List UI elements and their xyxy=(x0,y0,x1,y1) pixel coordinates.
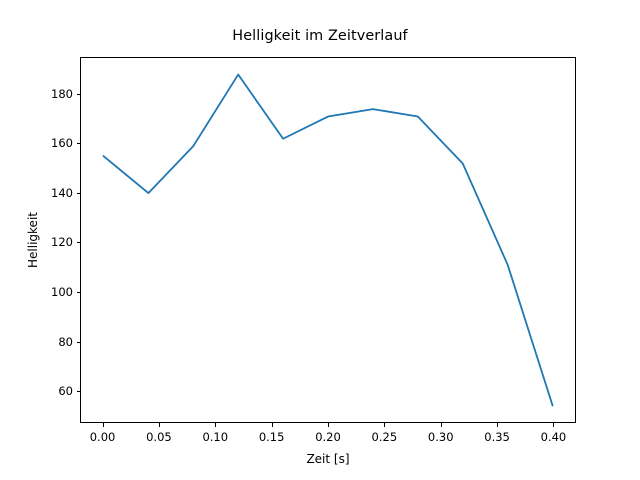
chart-title: Helligkeit im Zeitverlauf xyxy=(232,28,408,44)
x-tick-label: 0.30 xyxy=(427,430,454,444)
x-tick-mark xyxy=(215,423,217,427)
line-series-helligkeit xyxy=(102,73,554,407)
y-tick-mark xyxy=(76,391,80,393)
y-tick-label: 80 xyxy=(58,334,73,349)
x-axis-label: Zeit [s] xyxy=(306,452,350,466)
y-tick-label: 60 xyxy=(58,384,73,399)
x-tick-mark xyxy=(102,423,104,427)
y-tick-label: 160 xyxy=(51,136,73,151)
y-tick-label: 100 xyxy=(51,285,73,300)
x-tick-mark xyxy=(440,423,442,427)
y-tick-mark xyxy=(76,242,80,244)
x-tick-label: 0.35 xyxy=(484,430,510,444)
y-tick-mark xyxy=(76,341,80,343)
x-tick-mark xyxy=(384,423,386,427)
x-tick-mark xyxy=(271,423,273,427)
x-tick-label: 0.25 xyxy=(371,430,398,444)
x-tick-label: 0.05 xyxy=(146,430,172,444)
x-tick-label: 0.10 xyxy=(202,430,229,444)
x-tick-mark xyxy=(497,423,499,427)
x-tick-label: 0.40 xyxy=(540,430,567,444)
y-tick-mark xyxy=(76,93,80,95)
y-tick-mark xyxy=(76,192,80,194)
y-tick-mark xyxy=(76,143,80,145)
x-tick-mark xyxy=(553,423,555,427)
y-tick-label: 120 xyxy=(51,235,73,250)
data-line xyxy=(102,73,554,407)
x-tick-mark xyxy=(328,423,329,427)
y-tick-mark xyxy=(76,292,80,294)
y-tick-label: 140 xyxy=(51,185,73,200)
y-tick-label: 180 xyxy=(51,86,73,101)
x-tick-mark xyxy=(158,423,160,427)
x-tick-label: 0.00 xyxy=(89,430,116,444)
plot-area xyxy=(80,57,576,423)
x-tick-label: 0.20 xyxy=(315,430,341,444)
x-tick-label: 0.15 xyxy=(258,430,285,444)
y-axis-label: Helligkeit xyxy=(26,212,40,268)
